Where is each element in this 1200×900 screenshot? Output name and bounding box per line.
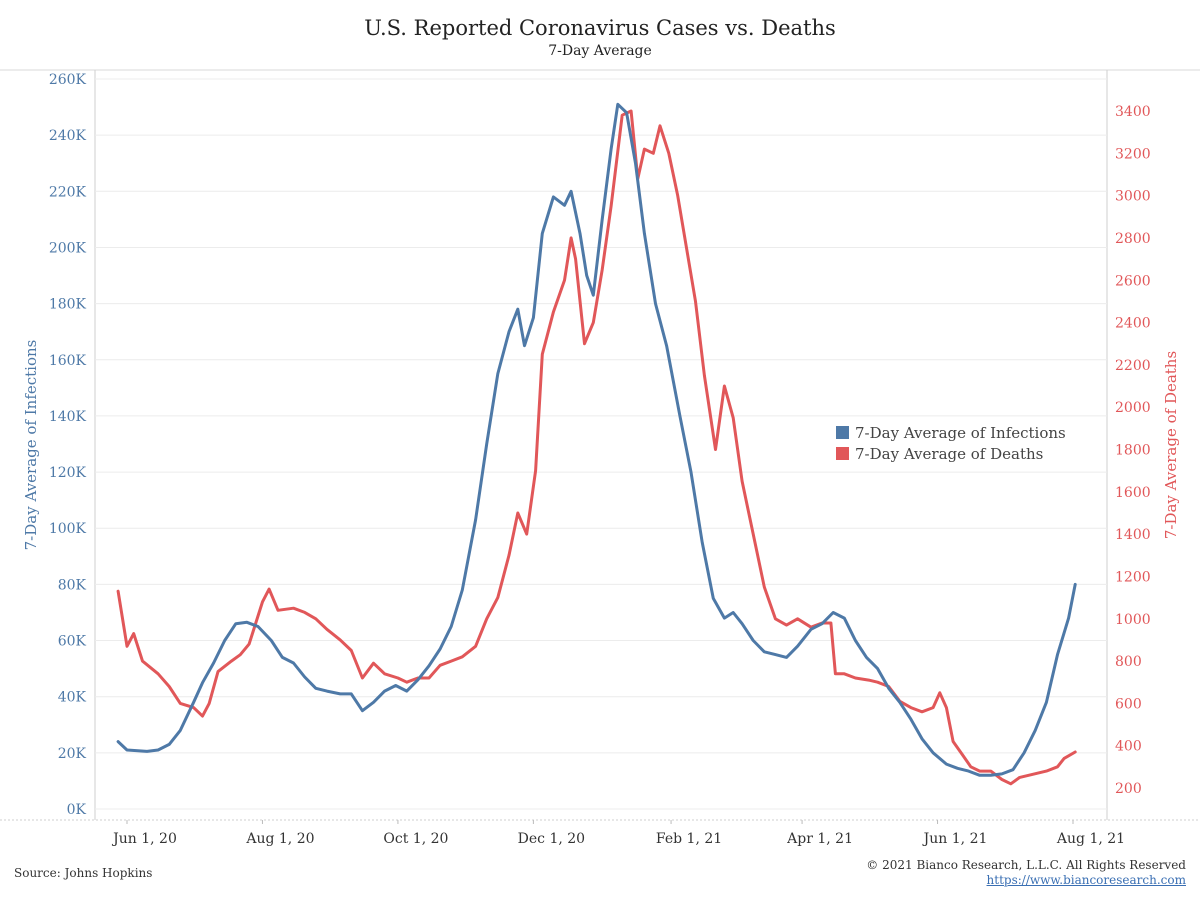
y-right-tick-label: 3200 bbox=[1115, 146, 1151, 162]
y-right-tick-label: 1600 bbox=[1115, 485, 1151, 501]
chart-legend: 7-Day Average of Infections 7-Day Averag… bbox=[836, 422, 1066, 464]
y-right-tick-label: 1000 bbox=[1115, 612, 1151, 628]
y-right-tick-label: 3400 bbox=[1115, 104, 1151, 120]
y-left-tick-label: 240K bbox=[49, 128, 87, 144]
copyright-block: © 2021 Bianco Research, L.L.C. All Right… bbox=[866, 858, 1186, 888]
legend-swatch-deaths bbox=[836, 447, 849, 460]
legend-item-infections: 7-Day Average of Infections bbox=[836, 422, 1066, 443]
y-right-tick-label: 800 bbox=[1115, 654, 1142, 670]
legend-label-infections: 7-Day Average of Infections bbox=[855, 423, 1066, 442]
chart-title: U.S. Reported Coronavirus Cases vs. Deat… bbox=[364, 16, 836, 40]
x-tick-label: Jun 1, 20 bbox=[111, 831, 177, 847]
y-left-tick-label: 160K bbox=[49, 353, 87, 369]
copyright-text: © 2021 Bianco Research, L.L.C. All Right… bbox=[866, 858, 1186, 872]
y-left-tick-label: 60K bbox=[58, 634, 87, 650]
y-left-tick-label: 40K bbox=[58, 690, 87, 706]
website-link[interactable]: https://www.biancoresearch.com bbox=[986, 873, 1186, 887]
chart-subtitle: 7-Day Average bbox=[548, 43, 652, 59]
y-right-tick-label: 2000 bbox=[1115, 400, 1151, 416]
y-right-tick-label: 1800 bbox=[1115, 443, 1151, 459]
y-right-tick-label: 2600 bbox=[1115, 273, 1151, 289]
source-note: Source: Johns Hopkins bbox=[14, 866, 153, 880]
y-left-tick-label: 120K bbox=[49, 465, 87, 481]
legend-swatch-infections bbox=[836, 426, 849, 439]
x-tick-label: Feb 1, 21 bbox=[656, 831, 722, 847]
y-right-tick-label: 1400 bbox=[1115, 527, 1151, 543]
x-tick-label: Apr 1, 21 bbox=[786, 831, 853, 847]
y-right-tick-label: 2800 bbox=[1115, 231, 1151, 247]
x-tick-label: Oct 1, 20 bbox=[383, 831, 448, 847]
y-left-tick-label: 20K bbox=[58, 746, 87, 762]
y-right-tick-label: 3000 bbox=[1115, 189, 1151, 205]
y-left-tick-label: 220K bbox=[49, 184, 87, 200]
y-right-tick-label: 400 bbox=[1115, 739, 1142, 755]
x-tick-label: Jun 1, 21 bbox=[922, 831, 988, 847]
y-right-axis-label: 7-Day Average of Deaths bbox=[1162, 351, 1180, 539]
y-left-tick-label: 0K bbox=[67, 802, 87, 818]
y-right-tick-label: 600 bbox=[1115, 696, 1142, 712]
y-left-tick-label: 100K bbox=[49, 521, 87, 537]
y-left-tick-label: 260K bbox=[49, 72, 87, 88]
legend-item-deaths: 7-Day Average of Deaths bbox=[836, 443, 1066, 464]
y-right-tick-label: 2400 bbox=[1115, 316, 1151, 332]
y-right-tick-label: 200 bbox=[1115, 781, 1142, 797]
y-left-tick-label: 180K bbox=[49, 297, 87, 313]
x-tick-label: Aug 1, 20 bbox=[245, 831, 314, 847]
y-left-axis-label: 7-Day Average of Infections bbox=[22, 340, 40, 551]
y-right-tick-label: 1200 bbox=[1115, 569, 1151, 585]
x-tick-label: Aug 1, 21 bbox=[1056, 831, 1125, 847]
x-tick-label: Dec 1, 20 bbox=[518, 831, 585, 847]
y-left-tick-label: 80K bbox=[58, 577, 87, 593]
legend-label-deaths: 7-Day Average of Deaths bbox=[855, 444, 1044, 463]
series-line-deaths bbox=[116, 109, 1077, 786]
y-left-tick-label: 140K bbox=[49, 409, 87, 425]
series-line-infections bbox=[116, 102, 1077, 777]
y-right-tick-label: 2200 bbox=[1115, 358, 1151, 374]
y-left-tick-label: 200K bbox=[49, 240, 87, 256]
